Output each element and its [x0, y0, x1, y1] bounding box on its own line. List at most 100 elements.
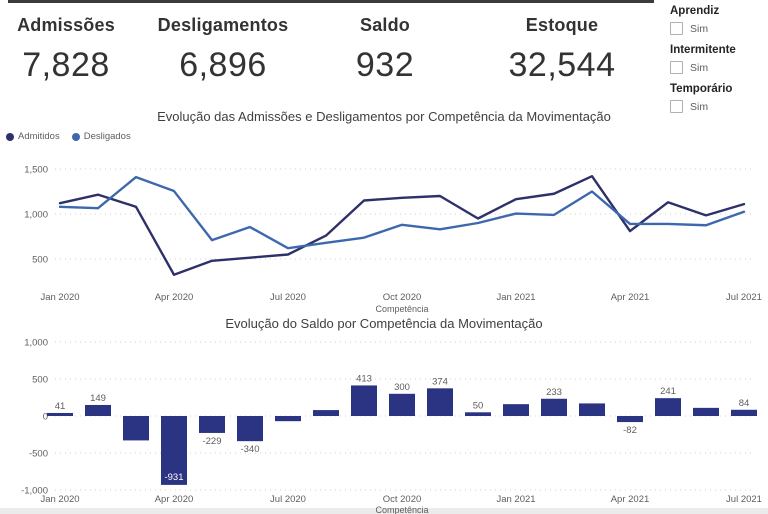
- bar-mar-2021[interactable]: [579, 403, 605, 416]
- x-tick-label: Oct 2020: [383, 494, 422, 505]
- x-tick-label: Oct 2020: [383, 292, 422, 303]
- kpi-label: Estoque: [525, 15, 599, 35]
- slicer-title: Intermitente: [670, 44, 736, 56]
- y-tick-label: 1,000: [24, 210, 48, 221]
- bar-value-label: 413: [356, 373, 372, 384]
- bar-value-label: 50: [473, 400, 484, 411]
- bar-jul-2020[interactable]: [275, 416, 301, 422]
- top-border: [8, 0, 654, 3]
- y-tick-label: 0: [43, 412, 48, 423]
- x-tick-label: Apr 2021: [611, 292, 650, 303]
- bar-value-label: 84: [739, 398, 750, 409]
- legend-label: Admitidos: [18, 131, 60, 142]
- bar-value-label: 241: [660, 386, 676, 397]
- slicer-temporario: Temporário Sim: [670, 83, 766, 113]
- x-tick-label: Jan 2020: [40, 494, 79, 505]
- x-tick-label: Jan 2020: [40, 292, 79, 303]
- line-chart[interactable]: 500 1,000 1,500 Jan 2020 Apr 2020 Jul 2020 Oct…: [0, 150, 768, 315]
- axis-title-competencia: Competência: [375, 505, 428, 514]
- kpi-value: 6,896: [179, 46, 267, 84]
- legend-label: Desligados: [83, 131, 131, 142]
- bar-jan-2021[interactable]: [503, 404, 529, 416]
- y-tick-label: -1,000: [21, 486, 48, 497]
- slicer-option-label[interactable]: Sim: [690, 22, 709, 35]
- line-chart-title: Evolução das Admissões e Desligamentos p…: [157, 109, 611, 124]
- bar-nov-2020[interactable]: [427, 388, 453, 416]
- slicer-option-label[interactable]: Sim: [690, 61, 709, 74]
- x-tick-label: Jul 2021: [726, 292, 762, 303]
- legend-item-admitidos[interactable]: Admitidos: [6, 131, 60, 142]
- bar-may-2021[interactable]: [655, 398, 681, 416]
- bar-feb-2021[interactable]: [541, 398, 567, 416]
- bar-value-label: -82: [623, 425, 637, 436]
- bar-aug-2020[interactable]: [313, 410, 339, 416]
- checkbox-icon[interactable]: [670, 100, 683, 113]
- kpi-label: Saldo: [359, 15, 410, 35]
- slicer-option-row[interactable]: Sim: [670, 100, 766, 113]
- x-tick-label: Jul 2020: [270, 494, 306, 505]
- line-series-desligados[interactable]: [58, 175, 746, 250]
- kpi-card-desligamentos: Desligamentos 6,896: [153, 15, 293, 85]
- bar-value-label: 374: [432, 376, 448, 387]
- slicer-title: Temporário: [670, 83, 733, 95]
- bottom-strip: [0, 508, 768, 514]
- slicer-intermitente: Intermitente Sim: [670, 44, 766, 74]
- x-tick-label: Jan 2021: [496, 292, 535, 303]
- slicer-option-row[interactable]: Sim: [670, 61, 766, 74]
- bar-dec-2020[interactable]: [465, 412, 491, 416]
- bar-value-label: 41: [55, 401, 66, 412]
- axis-title-competencia: Competência: [375, 304, 428, 314]
- y-tick-label: 1,000: [24, 338, 48, 349]
- kpi-card-estoque: Estoque 32,544: [502, 15, 622, 85]
- kpi-card-admissoes: Admissões 7,828: [6, 15, 126, 85]
- slicer-panel: Aprendiz Sim Intermitente Sim Temporário…: [670, 5, 766, 113]
- x-tick-label: Apr 2020: [155, 292, 194, 303]
- bar-jun-2021[interactable]: [693, 407, 719, 416]
- legend-dot-icon: [71, 132, 80, 141]
- bar-value-label: -931: [164, 472, 183, 483]
- y-tick-label: 1,500: [24, 165, 48, 176]
- bar-jun-2020[interactable]: [237, 416, 263, 442]
- checkbox-icon[interactable]: [670, 22, 683, 35]
- bar-apr-2021[interactable]: [617, 416, 643, 423]
- bar-jul-2021[interactable]: [731, 409, 757, 416]
- x-tick-label: Jul 2021: [726, 494, 762, 505]
- kpi-card-saldo: Saldo 932: [335, 15, 435, 85]
- kpi-value: 7,828: [22, 46, 110, 84]
- bar-value-label: 233: [546, 387, 562, 398]
- x-tick-label: Apr 2021: [611, 494, 650, 505]
- bar-value-label: 149: [90, 393, 106, 404]
- bar-oct-2020[interactable]: [389, 393, 415, 416]
- bar-feb-2020[interactable]: [85, 404, 111, 416]
- y-tick-label: -500: [29, 449, 48, 460]
- slicer-option-row[interactable]: Sim: [670, 22, 766, 35]
- y-tick-label: 500: [32, 375, 48, 386]
- bar-value-label: -340: [240, 444, 259, 455]
- checkbox-icon[interactable]: [670, 61, 683, 74]
- bar-value-label: 300: [394, 382, 410, 393]
- x-tick-label: Jul 2020: [270, 292, 306, 303]
- x-tick-label: Jan 2021: [496, 494, 535, 505]
- legend-item-desligados[interactable]: Desligados: [71, 131, 131, 142]
- kpi-value: 32,544: [508, 46, 616, 84]
- y-tick-label: 500: [32, 255, 48, 266]
- bar-jan-2020[interactable]: [47, 412, 73, 416]
- kpi-label: Desligamentos: [157, 15, 289, 35]
- bar-mar-2020[interactable]: [123, 416, 149, 441]
- x-tick-label: Apr 2020: [155, 494, 194, 505]
- slicer-title: Aprendiz: [670, 5, 720, 17]
- bar-sep-2020[interactable]: [351, 385, 377, 416]
- kpi-label: Admissões: [17, 15, 115, 35]
- legend-dot-icon: [6, 132, 14, 141]
- slicer-aprendiz: Aprendiz Sim: [670, 5, 766, 35]
- kpi-value: 932: [355, 46, 415, 84]
- slicer-option-label[interactable]: Sim: [690, 100, 709, 113]
- bar-chart-title: Evolução do Saldo por Competência da Mov…: [225, 316, 543, 331]
- line-chart-legend: Admitidos Desligados: [6, 131, 131, 142]
- bar-apr-2020[interactable]: [161, 416, 187, 485]
- bar-chart[interactable]: -1,000 -500 0 500 1,000 41 149 -931 -229 -340 413 3…: [0, 333, 768, 514]
- bar-may-2020[interactable]: [199, 416, 225, 433]
- bar-value-label: -229: [202, 436, 221, 447]
- line-series-admitidos[interactable]: [58, 175, 746, 276]
